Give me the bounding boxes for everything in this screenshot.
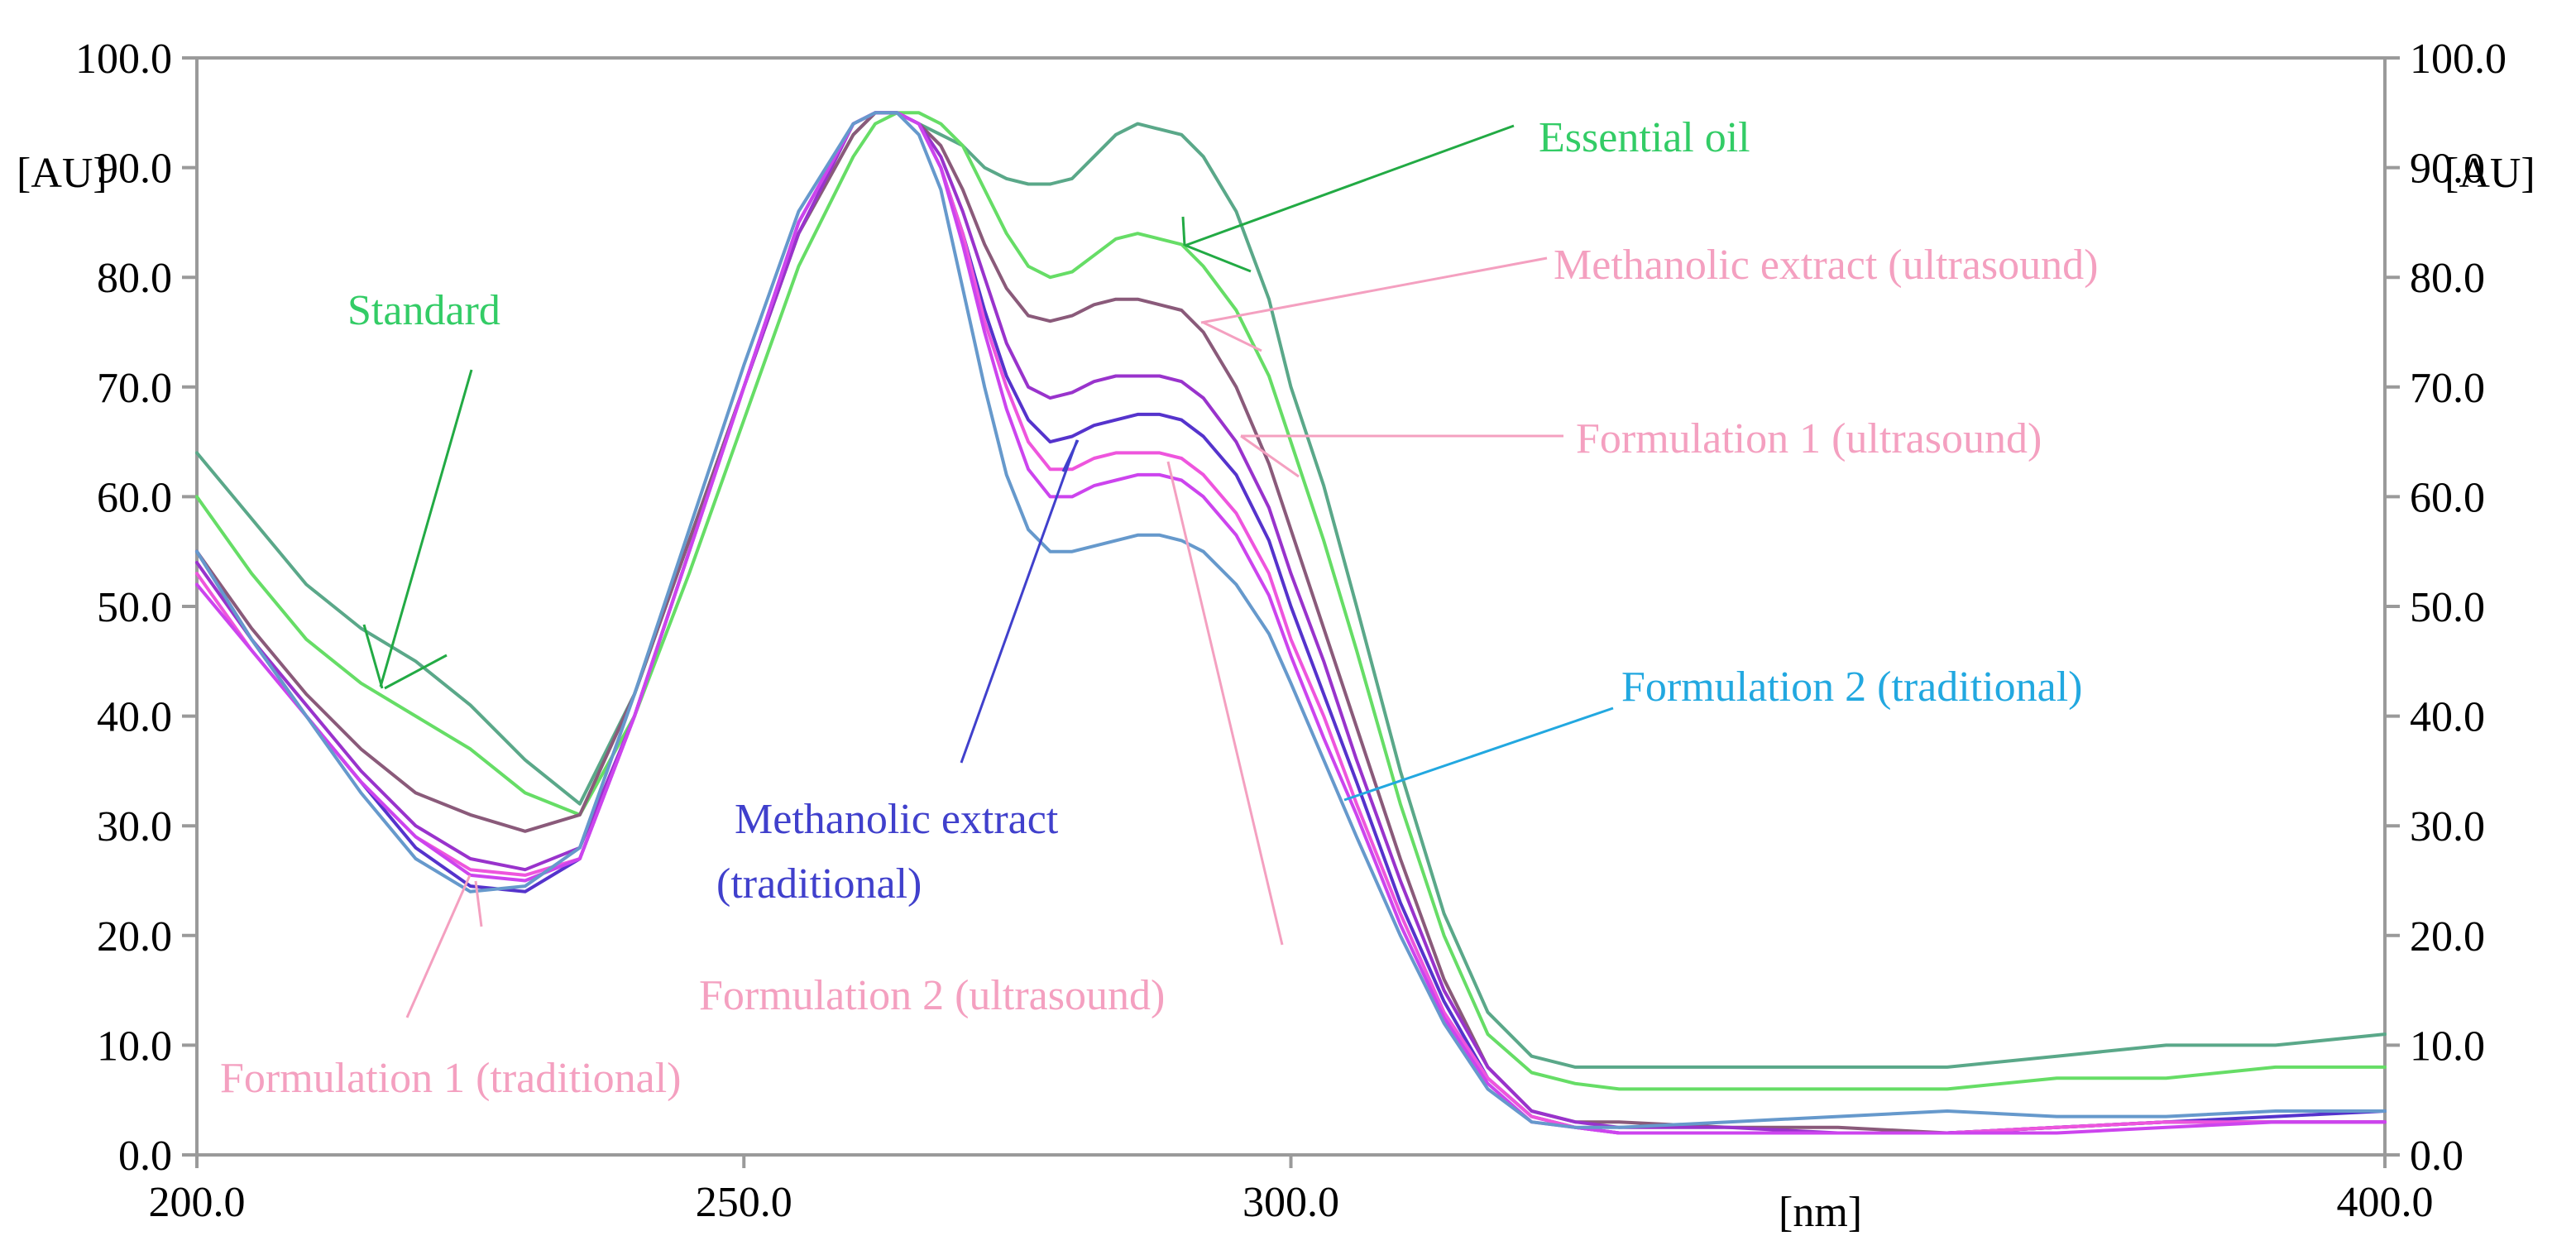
left-y-axis-unit: [AU] xyxy=(17,150,108,197)
pointer-essential-oil-a xyxy=(1184,124,1515,247)
pointer-methanolic-traditional xyxy=(960,439,1079,764)
label-formulation-2-traditional: Formulation 2 (traditional) xyxy=(1621,663,2082,711)
right-y-axis-unit: [AU] xyxy=(2444,150,2535,197)
right-y-axis: 0.0 10.0 20.0 30.0 40.0 50.0 60.0 70.0 80.0 90.0 1… xyxy=(2385,36,2507,1180)
right-y-tick-label: 0.0 xyxy=(2410,1133,2463,1180)
pointer-standard-a xyxy=(379,369,473,687)
right-y-tick-label: 70.0 xyxy=(2410,365,2485,412)
label-formulation-1-ultrasound: Formulation 1 (ultrasound) xyxy=(1576,415,2042,462)
left-y-tick-label: 30.0 xyxy=(97,803,172,850)
right-y-tick-label: 40.0 xyxy=(2410,694,2485,741)
x-axis-unit: [nm] xyxy=(1779,1189,1862,1236)
left-y-axis: 0.0 10.0 20.0 30.0 40.0 50.0 60.0 70.0 80.0 90.0 1… xyxy=(75,36,197,1180)
left-y-tick-label: 40.0 xyxy=(97,694,172,741)
label-standard: Standard xyxy=(347,287,500,334)
left-y-tick-label: 0.0 xyxy=(118,1133,172,1180)
x-axis: 200.0 250.0 300.0 400.0 xyxy=(149,1155,2434,1226)
right-y-tick-label: 60.0 xyxy=(2410,474,2485,521)
right-y-tick-label: 50.0 xyxy=(2410,584,2485,631)
series-line-8 xyxy=(195,111,2387,1129)
left-y-tick-label: 50.0 xyxy=(97,584,172,631)
x-tick-label: 250.0 xyxy=(696,1179,792,1226)
series-line-3 xyxy=(195,111,2387,1135)
left-y-tick-label: 90.0 xyxy=(97,146,172,193)
pointer-essential-oil-c xyxy=(1185,244,1252,273)
left-y-tick-label: 10.0 xyxy=(97,1023,172,1070)
right-y-tick-label: 30.0 xyxy=(2410,803,2485,850)
right-y-tick-label: 80.0 xyxy=(2410,255,2485,302)
pointer-formulation2-ultrasound xyxy=(1166,461,1284,946)
pointer-methanolic-ultrasound xyxy=(1200,256,1548,324)
pointer-standard-b xyxy=(362,624,384,689)
pointer-essential-oil-b xyxy=(1181,216,1186,247)
pointer-formulation1-traditional-b xyxy=(474,880,483,927)
right-y-tick-label: 10.0 xyxy=(2410,1023,2485,1070)
pointer-methanolic-traditional-b xyxy=(1061,439,1080,472)
left-y-tick-label: 80.0 xyxy=(97,255,172,302)
x-tick-label: 400.0 xyxy=(2337,1179,2434,1226)
left-y-tick-label: 100.0 xyxy=(75,36,172,83)
right-y-tick-label: 100.0 xyxy=(2410,36,2507,83)
right-y-tick-label: 90.0 xyxy=(2410,146,2485,193)
label-formulation-2-ultrasound: Formulation 2 (ultrasound) xyxy=(699,972,1165,1019)
label-methanolic-extract-ultrasound: Methanolic extract (ultrasound) xyxy=(1554,242,2098,289)
pointer-methanolic-ultrasound-b xyxy=(1203,321,1262,352)
annotation-labels: Standard Essential oil Methanolic extrac… xyxy=(220,114,2098,1102)
pointer-standard-c xyxy=(384,654,448,690)
annotation-pointers xyxy=(362,124,1614,1018)
right-y-tick-label: 20.0 xyxy=(2410,913,2485,960)
series-line-7 xyxy=(195,111,2387,1135)
series-layer xyxy=(195,111,2387,1135)
pointer-formulation1-traditional xyxy=(405,874,472,1018)
x-tick-label: 200.0 xyxy=(149,1179,246,1226)
pointer-formulation2-traditional xyxy=(1343,707,1614,802)
label-essential-oil: Essential oil xyxy=(1539,114,1750,161)
label-methanolic-extract-traditional-line1: Methanolic extract xyxy=(735,796,1059,843)
x-tick-label: 300.0 xyxy=(1243,1179,1339,1226)
left-y-tick-label: 70.0 xyxy=(97,365,172,412)
label-formulation-1-traditional: Formulation 1 (traditional) xyxy=(220,1055,681,1102)
left-y-tick-label: 60.0 xyxy=(97,474,172,521)
left-y-tick-label: 20.0 xyxy=(97,913,172,960)
pointer-formulation1-ultrasound-b xyxy=(1240,434,1300,478)
label-methanolic-extract-traditional-line2: (traditional) xyxy=(716,860,922,908)
